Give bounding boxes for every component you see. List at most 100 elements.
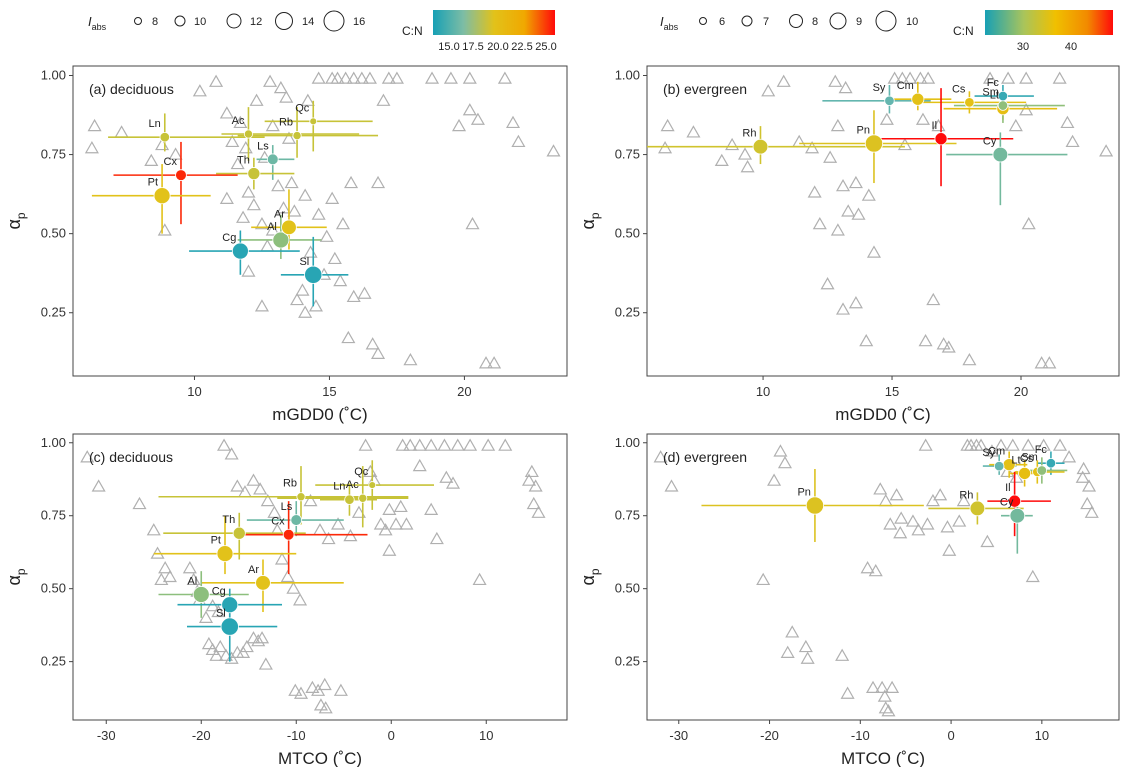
site-triangle — [258, 657, 273, 670]
site-triangle — [776, 74, 791, 87]
site-triangle — [546, 144, 561, 157]
species-label-cg: Cg — [212, 586, 226, 598]
species-point-th — [232, 526, 246, 540]
site-triangle — [823, 150, 838, 163]
species-label-pt: Pt — [148, 177, 158, 189]
site-triangle — [1099, 144, 1114, 157]
panel-a-frame — [72, 65, 568, 377]
species-point-ls — [266, 153, 279, 166]
species-point-rh — [969, 500, 986, 517]
site-triangle — [265, 223, 280, 236]
site-triangle — [524, 464, 539, 478]
site-triangle — [920, 517, 935, 530]
site-triangle — [933, 488, 948, 501]
site-triangle — [325, 191, 340, 204]
panel-a-label: (a) deciduous — [89, 81, 174, 97]
site-triangle — [344, 175, 359, 189]
species-label-ls: Ls — [257, 140, 269, 152]
site-triangle — [331, 517, 346, 530]
site-triangle — [288, 683, 303, 696]
species-point-fc — [1045, 457, 1057, 469]
site-triangle — [358, 438, 373, 451]
panel-d-evergreen-mtco: 0.25 0.50 0.75 1.00 -30 -20 -10 0 10 MTCO (˚C) αp P… — [578, 433, 1120, 767]
site-triangle — [761, 84, 776, 97]
site-triangle — [91, 479, 106, 492]
legend-left-size-circle-2 — [174, 15, 186, 27]
site-triangle — [236, 210, 251, 223]
species-point-ac — [358, 493, 368, 503]
site-triangle — [246, 197, 261, 211]
site-triangle — [382, 502, 397, 515]
site-triangle — [201, 636, 216, 650]
panel-b-x-tick-label: 20 — [1014, 384, 1028, 399]
site-triangle — [333, 273, 348, 287]
species-point-rb — [296, 492, 306, 502]
panel-c-x-tick-label: 10 — [479, 728, 493, 743]
site-triangle — [279, 90, 294, 103]
species-point-al — [272, 231, 290, 249]
species-point-fc — [997, 90, 1009, 102]
species-label-th: Th — [237, 155, 250, 167]
site-triangle — [879, 112, 894, 125]
legend-right-size-label-2: 7 — [763, 16, 769, 28]
species-label-th: Th — [222, 514, 235, 526]
site-triangle — [859, 333, 874, 347]
site-triangle — [873, 482, 888, 495]
panel-c-label: (c) deciduous — [89, 449, 173, 465]
panel-d-x-axis-title: MTCO (˚C) — [841, 749, 925, 767]
site-triangle — [371, 346, 386, 359]
site-triangle — [841, 204, 856, 217]
site-triangle — [298, 305, 313, 318]
site-triangle — [1019, 71, 1034, 84]
species-point-ls — [290, 514, 303, 526]
species-label-pn: Pn — [857, 125, 870, 137]
site-triangle — [835, 302, 851, 315]
site-triangle — [395, 438, 410, 451]
site-triangle — [848, 175, 863, 189]
site-triangle — [249, 93, 264, 106]
site-triangle — [330, 71, 345, 84]
site-triangle — [213, 639, 228, 653]
site-triangle — [284, 175, 299, 189]
site-triangle — [300, 93, 315, 106]
species-label-sm: Sm — [982, 87, 999, 99]
site-triangle — [973, 438, 989, 451]
site-triangle — [273, 80, 288, 94]
site-triangle — [1005, 438, 1020, 451]
site-triangle — [373, 517, 388, 530]
species-point-pn — [864, 134, 884, 153]
species-point-lt — [1018, 466, 1032, 480]
site-triangle — [653, 450, 668, 463]
species-point-rh — [752, 138, 769, 155]
site-triangle — [346, 289, 361, 303]
panel-c-x-axis-title: MTCO (˚C) — [278, 749, 362, 767]
site-triangle — [887, 71, 902, 84]
site-triangle — [800, 651, 815, 664]
site-triangle — [830, 223, 845, 236]
site-triangle — [913, 71, 928, 84]
panel-d-x-tick-label: -20 — [760, 728, 779, 743]
legend-left-size-title: Iabs — [88, 14, 107, 32]
site-triangle — [381, 71, 396, 84]
legend-left-color-tick: 25.0 — [535, 41, 556, 53]
site-triangle — [487, 356, 502, 369]
site-triangle — [897, 137, 912, 151]
panel-d-y-axis-title-main: α — [578, 575, 598, 585]
site-triangle — [335, 216, 350, 230]
site-triangle — [333, 683, 348, 696]
site-triangle — [1075, 470, 1090, 483]
species-label-ls: Ls — [281, 501, 293, 513]
site-triangle — [346, 71, 361, 84]
species-label-cx: Cx — [271, 516, 285, 528]
species-label-lt: Lt — [990, 90, 999, 102]
site-triangle — [198, 610, 214, 623]
site-triangle — [287, 204, 302, 217]
site-triangle — [219, 106, 234, 119]
legend-right-size-circle-5 — [875, 10, 897, 32]
site-triangle — [363, 464, 378, 478]
species-label-sm: Sm — [1021, 451, 1038, 463]
legend-right-color-title: C:N — [953, 24, 974, 38]
species-point-pt — [216, 545, 234, 563]
legend-right-size-circle-3 — [789, 14, 803, 28]
site-triangle — [267, 505, 282, 518]
